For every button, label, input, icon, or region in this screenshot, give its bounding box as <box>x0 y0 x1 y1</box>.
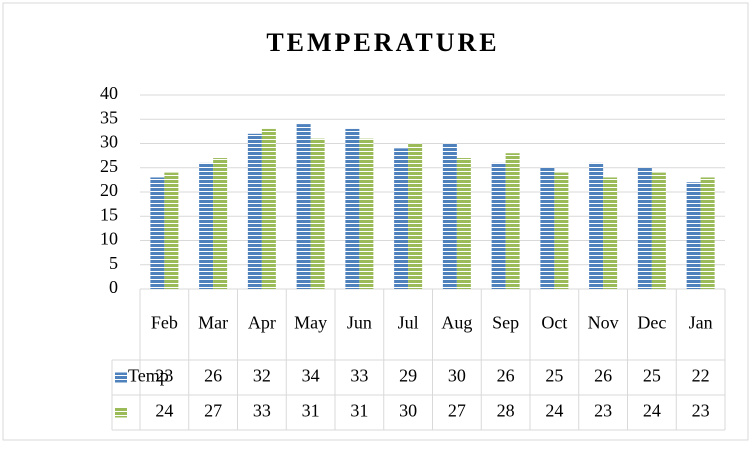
table-value: 33 <box>253 401 271 421</box>
x-tick-label: Jun <box>347 313 372 333</box>
x-tick-label: Oct <box>541 313 567 333</box>
table-value: 22 <box>692 366 710 386</box>
bar <box>150 177 165 289</box>
table-value: 33 <box>350 366 368 386</box>
y-tick-label: 20 <box>100 180 118 200</box>
bar <box>686 182 701 289</box>
y-tick-label: 0 <box>109 277 118 297</box>
chart-title: TEMPERATURE <box>266 28 499 57</box>
bar <box>394 148 409 289</box>
x-tick-label: Feb <box>151 313 178 333</box>
bar <box>603 177 618 289</box>
x-tick-label: Jan <box>689 313 713 333</box>
bar <box>554 172 569 289</box>
table-value: 30 <box>448 366 466 386</box>
x-tick-label: Jul <box>398 313 419 333</box>
table-value: 29 <box>399 366 417 386</box>
table-value: 23 <box>692 401 710 421</box>
table-value: 26 <box>497 366 515 386</box>
x-tick-label: Dec <box>637 313 666 333</box>
table-value: 24 <box>155 401 173 421</box>
legend-key <box>115 372 127 383</box>
bar <box>296 124 311 289</box>
bar <box>456 158 471 289</box>
table-value: 28 <box>497 401 515 421</box>
bar <box>310 138 325 289</box>
bar <box>247 133 262 289</box>
table-value: 25 <box>643 366 661 386</box>
bar <box>700 177 715 289</box>
bar <box>505 153 520 289</box>
bar <box>261 128 276 289</box>
y-tick-label: 10 <box>100 229 118 249</box>
table-value: 25 <box>545 366 563 386</box>
bar <box>491 162 506 289</box>
bar <box>651 172 666 289</box>
table-value: 34 <box>302 366 320 386</box>
table-value: 24 <box>545 401 563 421</box>
y-tick-label: 40 <box>100 83 118 103</box>
table-value: 30 <box>399 401 417 421</box>
x-tick-label: Aug <box>441 313 472 333</box>
y-tick-label: 35 <box>100 107 118 127</box>
x-tick-label: Mar <box>198 313 228 333</box>
table-value: 24 <box>643 401 661 421</box>
y-tick-label: 25 <box>100 156 118 176</box>
x-tick-label: Sep <box>492 313 519 333</box>
chart-border <box>2 2 749 441</box>
table-value: 26 <box>204 366 222 386</box>
table-value: 27 <box>204 401 222 421</box>
table-value: 32 <box>253 366 271 386</box>
table-value: 23 <box>594 401 612 421</box>
bar <box>540 167 555 289</box>
y-tick-label: 5 <box>109 253 118 273</box>
legend-key <box>115 407 127 418</box>
bar <box>637 167 652 289</box>
table-value: 27 <box>448 401 466 421</box>
y-tick-label: 30 <box>100 132 118 152</box>
legend-label: Temp <box>128 366 169 386</box>
bar <box>213 158 228 289</box>
bar <box>442 143 457 289</box>
table-value: 31 <box>350 401 368 421</box>
bar <box>408 143 423 289</box>
table-value: 23 <box>155 366 173 386</box>
bar <box>589 162 604 289</box>
bar <box>199 162 214 289</box>
table-value: 31 <box>302 401 320 421</box>
bar <box>359 138 374 289</box>
bar <box>164 172 179 289</box>
x-tick-label: Nov <box>588 313 619 333</box>
bar <box>345 128 360 289</box>
y-tick-label: 15 <box>100 204 118 224</box>
table-value: 26 <box>594 366 612 386</box>
x-tick-label: May <box>294 313 327 333</box>
x-tick-label: Apr <box>248 313 276 333</box>
